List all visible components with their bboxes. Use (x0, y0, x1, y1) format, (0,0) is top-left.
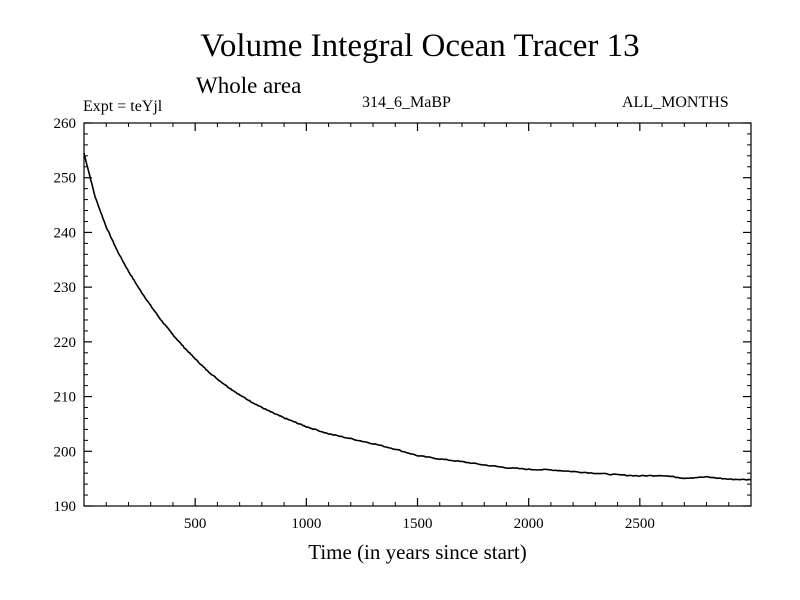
experiment-label: Expt = teYjl (83, 98, 163, 115)
x-tick-label: 1000 (291, 516, 321, 532)
x-tick-label: 2000 (514, 516, 544, 532)
period-label: ALL_MONTHS (622, 94, 729, 111)
y-tick-label: 200 (54, 444, 77, 460)
run-label: 314_6_MaBP (362, 94, 451, 111)
series-line (83, 152, 752, 481)
y-tick-label: 190 (54, 499, 77, 515)
y-tick-label: 240 (54, 225, 77, 241)
y-tick-label: 220 (54, 335, 77, 351)
tick-labels: 500 1000 1500 2000 2500 190 200 210 220 230 240 250… (54, 116, 655, 532)
series-group (83, 152, 752, 481)
y-tick-label: 260 (54, 116, 77, 132)
x-tick-label: 500 (184, 516, 207, 532)
axis-ticks (84, 122, 751, 507)
chart-title: Volume Integral Ocean Tracer 13 (200, 28, 640, 64)
x-tick-label: 1500 (403, 516, 433, 532)
plot-frame (83, 122, 752, 507)
y-tick-label: 250 (54, 171, 77, 187)
x-axis-label: Time (in years since start) (308, 540, 527, 564)
y-tick-label: 210 (54, 390, 77, 406)
chart-subtitle: Whole area (196, 73, 302, 98)
x-tick-label: 2500 (625, 516, 655, 532)
y-tick-label: 230 (54, 280, 77, 296)
